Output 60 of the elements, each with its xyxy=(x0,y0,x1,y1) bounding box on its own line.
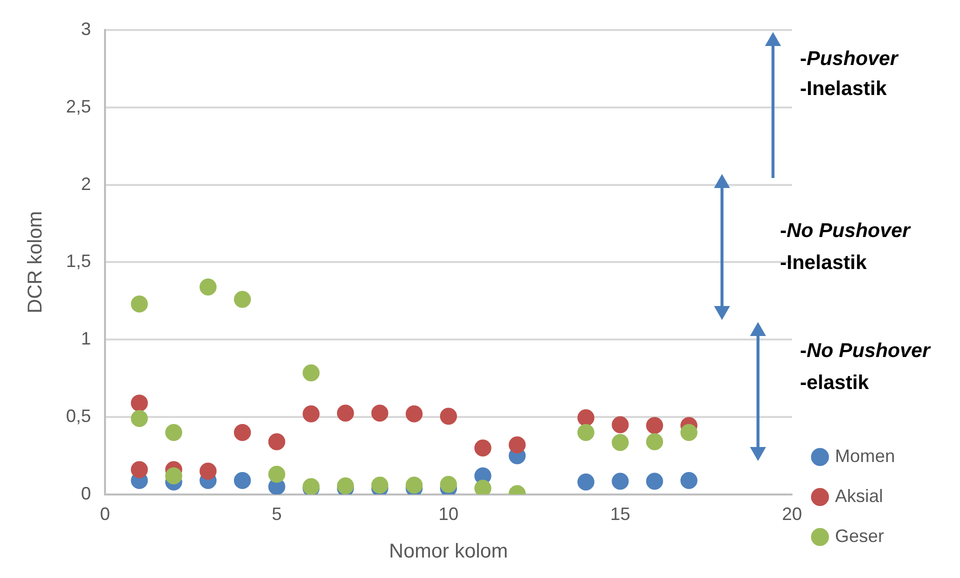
point xyxy=(508,436,526,454)
point xyxy=(371,404,388,422)
point xyxy=(646,472,664,490)
text: -elastik xyxy=(800,371,869,396)
point xyxy=(336,404,354,422)
x-tick-label: 10 xyxy=(438,504,459,524)
point xyxy=(474,439,492,456)
point xyxy=(680,472,698,489)
point xyxy=(406,405,423,422)
y-tick-label: 1,5 xyxy=(66,251,92,272)
point xyxy=(234,290,251,308)
legend-label: Geser xyxy=(834,526,884,546)
x-axis-title: Nomor kolom xyxy=(389,540,508,563)
point xyxy=(646,433,664,450)
point xyxy=(165,467,182,484)
point xyxy=(336,477,354,494)
point xyxy=(234,472,251,489)
point xyxy=(200,278,217,296)
y-tick-label: 0,5 xyxy=(66,406,92,426)
point xyxy=(612,434,629,452)
x-tick-label: 15 xyxy=(610,504,630,524)
annotation: -No Pushover xyxy=(780,220,910,242)
x-tick-label: 0 xyxy=(100,504,110,524)
point xyxy=(371,476,388,494)
point xyxy=(406,476,423,494)
x-tick-label: 20 xyxy=(782,504,802,524)
point xyxy=(440,408,457,425)
text: -Inelastik xyxy=(800,77,887,102)
point xyxy=(234,424,251,441)
point xyxy=(302,364,320,382)
point xyxy=(577,409,594,426)
point xyxy=(130,410,148,428)
point xyxy=(474,480,492,494)
point xyxy=(302,405,320,422)
point xyxy=(130,461,148,478)
y-tick-label: 2 xyxy=(81,174,92,194)
point xyxy=(200,462,217,480)
y-tick-label: 3 xyxy=(81,18,92,39)
point xyxy=(268,433,286,450)
point xyxy=(440,476,457,493)
point xyxy=(577,424,594,441)
annotation: -Inelastik xyxy=(780,251,867,276)
point xyxy=(577,474,594,491)
point xyxy=(612,472,629,490)
x-tick-label: 5 xyxy=(272,504,282,524)
y-axis-title: DCR kolom xyxy=(24,211,47,314)
point xyxy=(680,424,698,441)
text: -No Pushover xyxy=(800,340,930,362)
point xyxy=(268,466,286,483)
legend-label: Momen xyxy=(834,446,896,466)
text: -Pushover xyxy=(800,48,898,70)
y-tick-label: 1 xyxy=(81,328,92,349)
point xyxy=(130,394,148,412)
legend-label: Aksial xyxy=(834,486,883,506)
point xyxy=(612,416,629,434)
y-tick-label: 2,5 xyxy=(66,96,92,116)
y-tick-label: 0 xyxy=(81,483,92,504)
point xyxy=(646,417,664,434)
point xyxy=(165,424,182,441)
point xyxy=(130,295,148,312)
